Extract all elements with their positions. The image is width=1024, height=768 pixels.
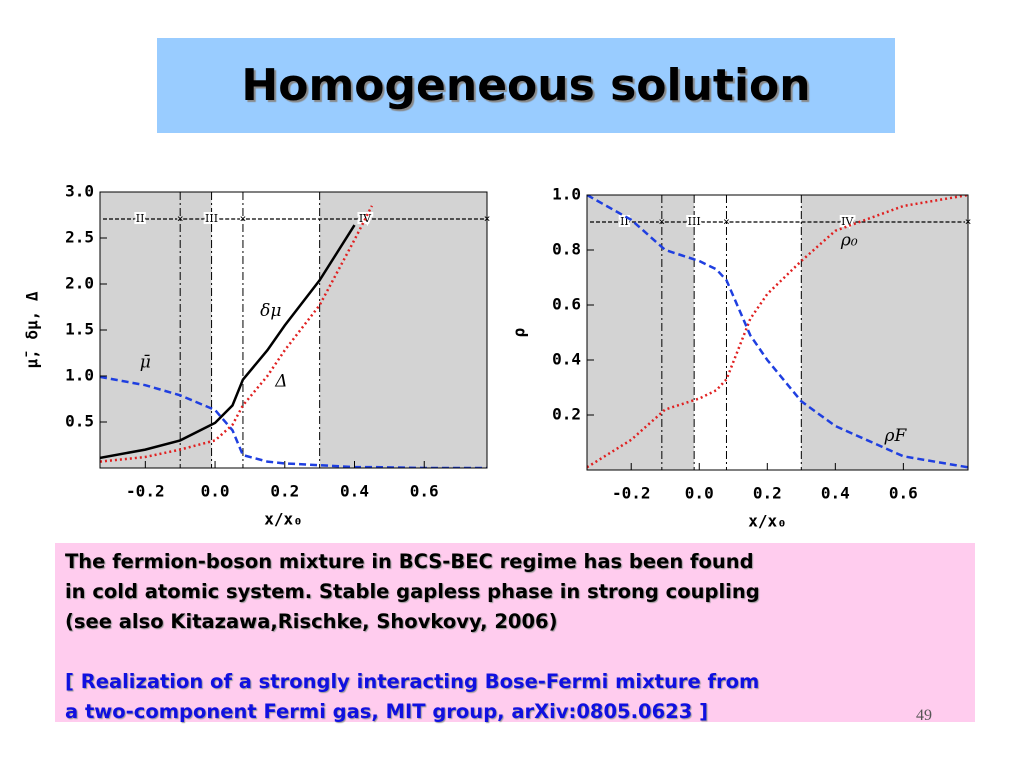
x-tick-label: 0.2 — [270, 482, 299, 501]
x-axis-label: x/x₀ — [748, 512, 787, 531]
y-axis-label: ρ — [510, 328, 529, 338]
y-tick-label: 0.5 — [65, 412, 94, 431]
region-label: II — [136, 212, 145, 225]
series-label: δμ — [260, 301, 281, 321]
plot-area — [587, 195, 968, 469]
series-label: ρF — [883, 426, 907, 446]
y-tick-label: 1.5 — [65, 320, 94, 339]
charts: × II × III × IV μ̄ δμ Δ -0.2 0.0 0.2 0.4 0.6 0.5 1.0 1.5… — [23, 182, 972, 531]
region-label: IV — [359, 212, 372, 225]
plot-area — [100, 205, 487, 468]
series-label: Δ — [274, 372, 287, 392]
y-axis-label: μ̄, δμ, Δ — [23, 291, 42, 368]
region-marker: × — [723, 215, 730, 228]
shaded-region — [587, 195, 695, 470]
y-tick-label: 2.5 — [65, 228, 94, 247]
x-tick-label: 0.0 — [685, 484, 714, 503]
y-tick-label: 0.6 — [552, 295, 581, 314]
x-tick-label: 0.4 — [821, 484, 850, 503]
plot-frame — [586, 194, 969, 471]
y-tick-label: 0.4 — [552, 350, 581, 369]
region-marker: × — [240, 212, 247, 225]
x-axis-label: x/x₀ — [264, 510, 303, 529]
note-box: The fermion-boson mixture in BCS-BEC reg… — [55, 543, 975, 723]
note-line: (see also Kitazawa,Rischke, Shovkovy, 20… — [65, 610, 558, 633]
y-tick-label: 3.0 — [65, 182, 94, 201]
note-line: in cold atomic system. Stable gapless ph… — [65, 580, 760, 603]
region-label: III — [688, 215, 701, 228]
region-label: IV — [841, 215, 854, 228]
shaded-region — [801, 195, 968, 470]
series-label: μ̄ — [140, 353, 151, 373]
reference-line: a two-component Fermi gas, MIT group, ar… — [65, 700, 709, 723]
slide-title: Homogeneous solution — [157, 38, 895, 133]
y-tick-label: 0.2 — [552, 405, 581, 424]
y-tick-label: 1.0 — [552, 185, 581, 204]
y-tick-label: 2.0 — [65, 274, 94, 293]
series-line — [100, 375, 487, 468]
shaded-region — [319, 192, 487, 468]
region-marker: × — [659, 215, 666, 228]
x-tick-label: 0.6 — [410, 482, 439, 501]
y-tick-label: 1.0 — [65, 366, 94, 385]
series-label: ρ₀ — [840, 230, 858, 250]
series-line — [587, 195, 968, 469]
x-tick-label: 0.0 — [201, 482, 230, 501]
y-tick-label: 0.8 — [552, 240, 581, 259]
x-tick-label: -0.2 — [612, 484, 651, 503]
page-number: 49 — [916, 707, 932, 724]
region-marker: × — [177, 212, 184, 225]
region-label: III — [205, 212, 218, 225]
x-tick-label: -0.2 — [126, 482, 165, 501]
shaded-region — [100, 192, 212, 468]
series-line — [587, 195, 968, 469]
note-line: The fermion-boson mixture in BCS-BEC reg… — [65, 550, 754, 573]
x-tick-label: 0.2 — [753, 484, 782, 503]
reference-line: [ Realization of a strongly interacting … — [65, 670, 760, 693]
series-line — [100, 224, 356, 460]
x-tick-label: 0.4 — [340, 482, 369, 501]
x-tick-label: 0.6 — [889, 484, 918, 503]
